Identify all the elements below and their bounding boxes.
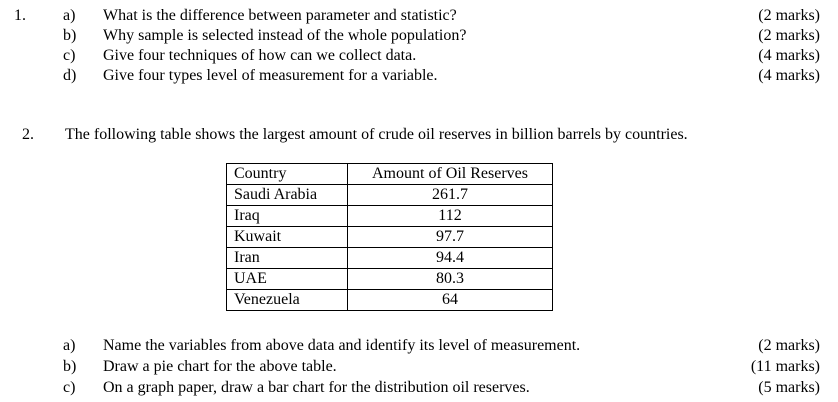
- table-row: Kuwait 97.7: [226, 226, 553, 248]
- question-part: c) On a graph paper, draw a bar chart fo…: [0, 377, 838, 398]
- part-text: On a graph paper, draw a bar chart for t…: [103, 379, 530, 396]
- part-text: Give four techniques of how can we colle…: [103, 47, 417, 64]
- question-part: 1. a) What is the difference between par…: [0, 6, 838, 26]
- part-letter: c): [63, 379, 76, 396]
- part-letter: b): [63, 358, 77, 375]
- country-cell: UAE: [226, 268, 348, 290]
- table-row: Venezuela 64: [226, 289, 553, 311]
- part-letter: c): [63, 47, 76, 64]
- part-marks: (2 marks): [758, 27, 820, 44]
- part-letter: a): [63, 337, 76, 354]
- question-part: b) Draw a pie chart for the above table.…: [0, 356, 838, 377]
- country-cell: Saudi Arabia: [226, 184, 348, 206]
- amount-cell: 80.3: [347, 268, 553, 290]
- part-marks: (4 marks): [758, 47, 820, 64]
- country-cell: Iraq: [226, 205, 348, 227]
- question-2: 2. The following table shows the largest…: [0, 125, 838, 398]
- table-row: UAE 80.3: [226, 268, 553, 290]
- table-header-amount: Amount of Oil Reserves: [347, 163, 553, 185]
- part-letter: d): [63, 67, 77, 84]
- part-marks: (5 marks): [758, 379, 820, 396]
- question-part: b) Why sample is selected instead of the…: [0, 26, 838, 46]
- country-cell: Iran: [226, 247, 348, 269]
- question-2-parts: a) Name the variables from above data an…: [0, 335, 838, 398]
- part-marks: (11 marks): [750, 358, 820, 375]
- amount-cell: 112: [347, 205, 553, 227]
- part-letter: a): [63, 7, 76, 24]
- part-text: Name the variables from above data and i…: [103, 337, 581, 354]
- question-part: a) Name the variables from above data an…: [0, 335, 838, 356]
- table-row: Iran 94.4: [226, 247, 553, 269]
- question-number: 1.: [14, 7, 26, 24]
- question-part: d) Give four types level of measurement …: [0, 66, 838, 86]
- country-cell: Venezuela: [226, 289, 348, 311]
- part-text: What is the difference between parameter…: [103, 7, 457, 24]
- part-marks: (2 marks): [758, 7, 820, 24]
- part-text: Give four types level of measurement for…: [103, 67, 438, 84]
- amount-cell: 64: [347, 289, 553, 311]
- table-row: Iraq 112: [226, 205, 553, 227]
- table-header-row: Country Amount of Oil Reserves: [226, 163, 553, 185]
- table-header-country: Country: [226, 163, 348, 185]
- question-number: 2.: [22, 126, 34, 143]
- table-row: Saudi Arabia 261.7: [226, 184, 553, 206]
- question-part: c) Give four techniques of how can we co…: [0, 46, 838, 66]
- part-text: Draw a pie chart for the above table.: [103, 358, 337, 375]
- intro-text: The following table shows the largest am…: [65, 126, 688, 143]
- part-text: Why sample is selected instead of the wh…: [103, 27, 467, 44]
- oil-reserves-table: Country Amount of Oil Reserves Saudi Ara…: [226, 163, 553, 311]
- part-marks: (2 marks): [758, 337, 820, 354]
- amount-cell: 261.7: [347, 184, 553, 206]
- question-intro: 2. The following table shows the largest…: [0, 125, 838, 145]
- amount-cell: 97.7: [347, 226, 553, 248]
- part-letter: b): [63, 27, 77, 44]
- question-1: 1. a) What is the difference between par…: [0, 6, 838, 86]
- amount-cell: 94.4: [347, 247, 553, 269]
- country-cell: Kuwait: [226, 226, 348, 248]
- part-marks: (4 marks): [758, 67, 820, 84]
